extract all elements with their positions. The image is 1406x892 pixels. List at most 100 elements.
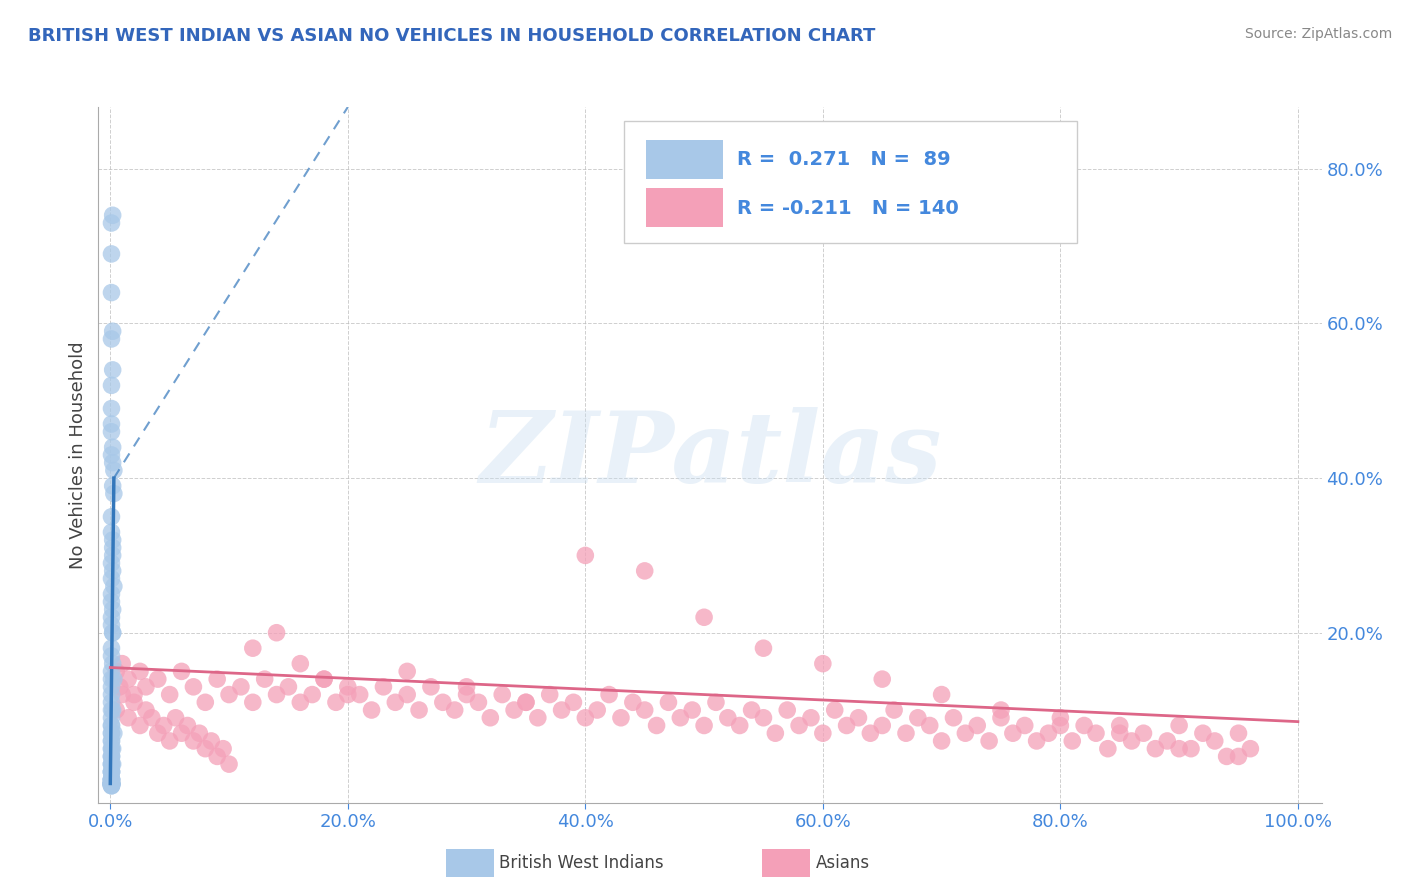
Text: British West Indians: British West Indians: [499, 855, 664, 872]
Point: [100, 734, 122, 748]
Point: [152, 718, 174, 732]
Point: [108, 680, 131, 694]
Point: [1227, 726, 1250, 740]
Point: [101, 549, 124, 563]
Point: [100, 448, 122, 462]
Point: [159, 688, 181, 702]
Point: [515, 695, 537, 709]
Point: [456, 688, 478, 702]
Point: [360, 703, 382, 717]
Point: [1108, 718, 1130, 732]
Point: [859, 726, 882, 740]
Point: [101, 363, 124, 377]
Point: [266, 625, 288, 640]
Point: [194, 695, 217, 709]
Point: [1014, 718, 1036, 732]
Point: [574, 549, 596, 563]
Point: [101, 625, 124, 640]
Text: R = -0.211   N = 140: R = -0.211 N = 140: [737, 199, 959, 219]
FancyBboxPatch shape: [647, 140, 724, 179]
Point: [101, 479, 124, 493]
Text: Source: ZipAtlas.com: Source: ZipAtlas.com: [1244, 27, 1392, 41]
Point: [100, 672, 122, 686]
Point: [100, 778, 122, 792]
Point: [598, 688, 620, 702]
Point: [931, 688, 953, 702]
Point: [159, 734, 181, 748]
Point: [336, 680, 359, 694]
Point: [100, 216, 122, 230]
FancyBboxPatch shape: [624, 121, 1077, 243]
Point: [1049, 711, 1071, 725]
Point: [105, 665, 128, 679]
Point: [101, 741, 124, 756]
Point: [800, 711, 823, 725]
Point: [188, 726, 211, 740]
Point: [396, 665, 419, 679]
Point: [693, 718, 716, 732]
Point: [111, 657, 134, 671]
Point: [848, 711, 870, 725]
Point: [103, 672, 125, 686]
Point: [645, 718, 668, 732]
Point: [101, 657, 124, 671]
Point: [100, 757, 122, 772]
Point: [253, 672, 276, 686]
Point: [1121, 734, 1143, 748]
Point: [170, 726, 193, 740]
Point: [117, 672, 139, 686]
Point: [100, 641, 122, 656]
Point: [100, 778, 122, 792]
Point: [266, 688, 288, 702]
Point: [100, 764, 122, 779]
Point: [290, 657, 312, 671]
Point: [101, 757, 124, 772]
Point: [194, 741, 217, 756]
Point: [101, 456, 124, 470]
Point: [100, 772, 122, 787]
Point: [479, 711, 502, 725]
Point: [1156, 734, 1178, 748]
Point: [101, 208, 124, 222]
Point: [101, 625, 124, 640]
Point: [717, 711, 740, 725]
Point: [1025, 734, 1047, 748]
Point: [135, 680, 157, 694]
Point: [183, 680, 205, 694]
Point: [811, 726, 834, 740]
Point: [918, 718, 941, 732]
Text: BRITISH WEST INDIAN VS ASIAN NO VEHICLES IN HOUSEHOLD CORRELATION CHART: BRITISH WEST INDIAN VS ASIAN NO VEHICLES…: [28, 27, 876, 45]
Point: [101, 564, 124, 578]
Point: [977, 734, 1000, 748]
Point: [894, 726, 917, 740]
Point: [562, 695, 585, 709]
Point: [491, 688, 513, 702]
Point: [100, 680, 122, 694]
Point: [100, 595, 122, 609]
Point: [100, 734, 122, 748]
Point: [122, 695, 145, 709]
Point: [101, 324, 124, 338]
Point: [966, 718, 988, 732]
Point: [1192, 726, 1215, 740]
Point: [1108, 726, 1130, 740]
Point: [101, 602, 124, 616]
Point: [704, 695, 727, 709]
Point: [1204, 734, 1226, 748]
Point: [100, 757, 122, 772]
Point: [931, 734, 953, 748]
Point: [384, 695, 406, 709]
Point: [776, 703, 799, 717]
Point: [100, 776, 122, 790]
Point: [325, 695, 347, 709]
Point: [942, 711, 965, 725]
Point: [515, 695, 537, 709]
Point: [870, 718, 893, 732]
Point: [205, 749, 228, 764]
Point: [657, 695, 679, 709]
Point: [432, 695, 454, 709]
Point: [336, 688, 359, 702]
Point: [100, 776, 122, 790]
Point: [586, 703, 609, 717]
Point: [1168, 718, 1191, 732]
